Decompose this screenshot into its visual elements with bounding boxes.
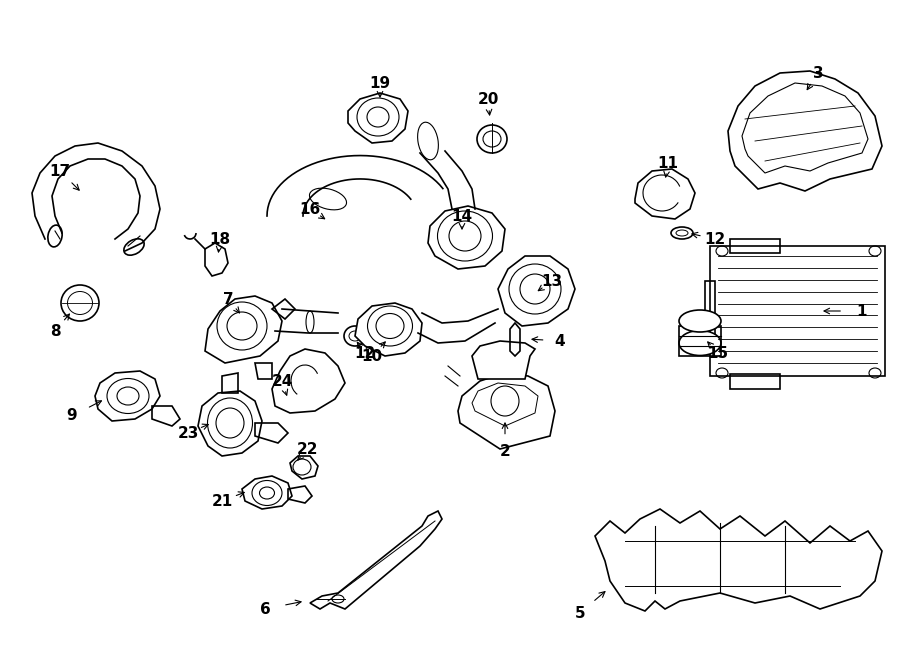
- Text: 19: 19: [369, 75, 391, 91]
- Text: 14: 14: [452, 208, 472, 223]
- Text: 23: 23: [177, 426, 199, 440]
- Text: 6: 6: [259, 602, 270, 617]
- Text: 24: 24: [271, 373, 292, 389]
- Polygon shape: [205, 296, 282, 363]
- Text: 12: 12: [705, 231, 725, 247]
- Text: 2: 2: [500, 444, 510, 459]
- Ellipse shape: [679, 310, 721, 332]
- Polygon shape: [348, 93, 408, 143]
- Text: 10: 10: [362, 348, 382, 364]
- Polygon shape: [472, 341, 535, 379]
- Text: 5: 5: [575, 605, 585, 621]
- Text: 11: 11: [658, 155, 679, 171]
- Text: 16: 16: [300, 202, 320, 217]
- Text: 3: 3: [813, 65, 824, 81]
- Text: 21: 21: [212, 494, 232, 508]
- Text: 8: 8: [50, 323, 60, 338]
- Polygon shape: [272, 349, 345, 413]
- Text: 13: 13: [542, 274, 562, 288]
- Text: 20: 20: [477, 91, 499, 106]
- Polygon shape: [428, 206, 505, 269]
- Polygon shape: [355, 303, 422, 356]
- Polygon shape: [198, 391, 262, 456]
- Text: 12: 12: [355, 346, 375, 360]
- Polygon shape: [290, 456, 318, 479]
- Ellipse shape: [48, 225, 62, 247]
- Text: 4: 4: [554, 334, 565, 348]
- Text: 17: 17: [50, 163, 70, 178]
- Ellipse shape: [124, 239, 144, 255]
- Polygon shape: [635, 169, 695, 219]
- Polygon shape: [95, 371, 160, 421]
- Text: 7: 7: [222, 292, 233, 307]
- Text: 18: 18: [210, 231, 230, 247]
- Text: 22: 22: [297, 442, 319, 457]
- Text: 9: 9: [67, 408, 77, 424]
- Polygon shape: [458, 373, 555, 449]
- Polygon shape: [498, 256, 575, 326]
- Text: 1: 1: [857, 303, 868, 319]
- Ellipse shape: [679, 330, 721, 356]
- Polygon shape: [242, 476, 292, 509]
- Text: 15: 15: [707, 346, 729, 360]
